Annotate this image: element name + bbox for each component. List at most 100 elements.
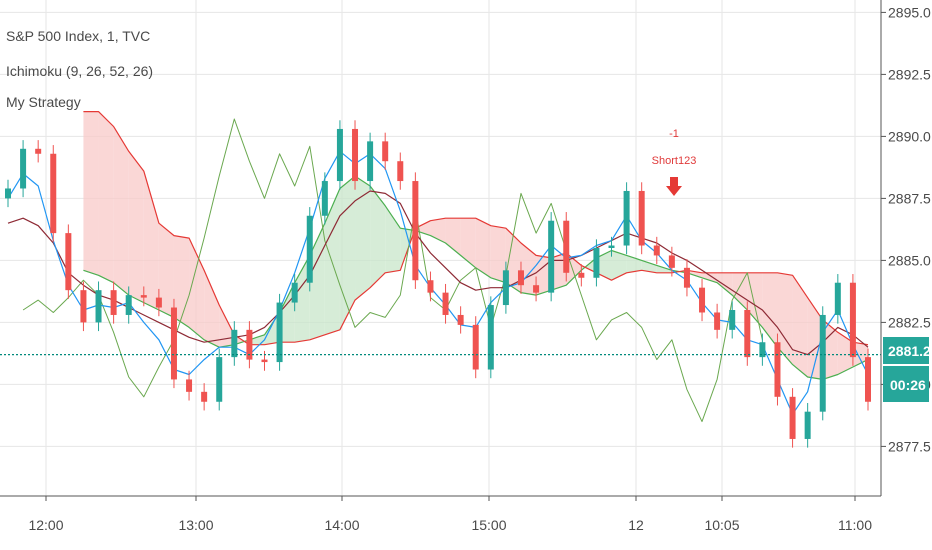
candle-body bbox=[20, 148, 27, 189]
candle-body bbox=[367, 141, 374, 182]
candle-body bbox=[774, 342, 781, 397]
cloud-segment bbox=[717, 272, 733, 296]
candle-body bbox=[849, 282, 856, 358]
cloud-segment bbox=[807, 297, 823, 380]
candle-body bbox=[276, 302, 283, 363]
y-tick-label: 2895.0 bbox=[888, 4, 931, 20]
candle-body bbox=[729, 310, 736, 330]
candle-body bbox=[623, 190, 630, 246]
candle-body bbox=[804, 411, 811, 439]
cloud-segment bbox=[505, 228, 521, 293]
cloud-segment bbox=[279, 282, 295, 343]
candle-body bbox=[819, 314, 826, 412]
x-axis-labels: 12:00 13:00 14:00 15:00 12 10:05 11:00 bbox=[28, 496, 872, 533]
candle-body bbox=[5, 188, 11, 199]
cloud-segment bbox=[777, 272, 793, 365]
candle-body bbox=[321, 181, 328, 216]
x-tick-label: 12:00 bbox=[28, 517, 63, 533]
x-tick-label: 12 bbox=[628, 517, 644, 533]
candle-body bbox=[533, 285, 540, 293]
candle-body bbox=[578, 272, 585, 278]
candles bbox=[5, 120, 871, 448]
cloud-segment bbox=[98, 111, 114, 283]
price-tags: 2881.2 00:26 bbox=[883, 337, 931, 402]
candle-body bbox=[487, 305, 494, 370]
symbol-line: S&P 500 Index, 1, TVC bbox=[6, 28, 150, 44]
cloud-segment bbox=[520, 243, 537, 296]
cloud-segment bbox=[596, 250, 612, 281]
candle-body bbox=[789, 396, 796, 439]
candle-body bbox=[80, 290, 87, 323]
cloud-segment bbox=[475, 218, 491, 278]
cloud-segment bbox=[551, 252, 567, 291]
cloud-segment bbox=[686, 270, 703, 278]
axes bbox=[0, 0, 882, 497]
candle-body bbox=[186, 379, 193, 392]
y-tick-label: 2882.5 bbox=[888, 314, 931, 330]
candle-body bbox=[683, 267, 690, 288]
candle-body bbox=[427, 280, 434, 293]
grid-layer bbox=[0, 0, 881, 496]
candle-body bbox=[306, 215, 313, 283]
candle-body bbox=[65, 233, 72, 291]
candle-body bbox=[472, 324, 479, 370]
candle-body bbox=[231, 329, 238, 358]
candle-body bbox=[457, 314, 464, 325]
countdown-tag: 00:26 bbox=[890, 377, 926, 393]
cloud-segment bbox=[611, 250, 627, 281]
candle-body bbox=[759, 342, 766, 358]
candle-body bbox=[834, 282, 841, 315]
signal-label: Short123 bbox=[652, 155, 697, 167]
candle-body bbox=[548, 220, 555, 293]
signal-arrow-icon bbox=[666, 177, 682, 196]
candle-body bbox=[517, 270, 524, 286]
candle-body bbox=[140, 295, 147, 298]
x-tick-label: 15:00 bbox=[471, 517, 506, 533]
x-tick-label: 11:00 bbox=[838, 517, 872, 533]
candle-body bbox=[382, 141, 389, 162]
candle-body bbox=[668, 255, 675, 268]
cloud-segment bbox=[837, 332, 853, 375]
cloud-segment bbox=[626, 255, 642, 273]
cloud-segment bbox=[370, 186, 386, 288]
signal-qty: -1 bbox=[669, 128, 679, 140]
countdown-tag-bg bbox=[883, 366, 929, 402]
cloud-segment bbox=[641, 260, 657, 273]
candle-body bbox=[563, 220, 570, 273]
candle-body bbox=[352, 128, 359, 182]
candle-body bbox=[608, 245, 615, 248]
legend: S&P 500 Index, 1, TVC Ichimoku (9, 26, 5… bbox=[6, 28, 153, 110]
cloud-segment bbox=[143, 171, 159, 310]
candle-body bbox=[502, 270, 509, 306]
y-tick-label: 2890.0 bbox=[888, 128, 931, 144]
lagging-span-line bbox=[22, 118, 763, 423]
candle-body bbox=[155, 297, 162, 308]
cloud-segment bbox=[264, 312, 280, 345]
cloud-segment bbox=[219, 305, 235, 348]
candle-body bbox=[50, 153, 57, 234]
base-line bbox=[7, 190, 869, 356]
cloud-segment bbox=[158, 223, 174, 318]
cloud-segment bbox=[113, 126, 129, 296]
candle-body bbox=[638, 190, 645, 246]
price-tag-bg bbox=[883, 337, 929, 364]
candle-body bbox=[216, 357, 223, 402]
y-tick-label: 2885.0 bbox=[888, 252, 931, 268]
cloud-segment bbox=[536, 255, 552, 296]
ichimoku-cloud bbox=[83, 111, 868, 380]
cloud-segment bbox=[339, 176, 356, 330]
cloud-segment bbox=[204, 270, 220, 348]
candle-body bbox=[125, 295, 132, 315]
candle-body bbox=[653, 245, 660, 256]
candle-body bbox=[170, 307, 177, 380]
span-b-line bbox=[83, 111, 869, 346]
cloud-segment bbox=[792, 275, 808, 377]
candle-body bbox=[699, 287, 706, 313]
indicator-line: Ichimoku (9, 26, 52, 26) bbox=[6, 63, 153, 79]
candle-body bbox=[442, 292, 449, 315]
conversion-line bbox=[7, 150, 869, 415]
candle-body bbox=[593, 248, 600, 278]
candle-body bbox=[336, 128, 343, 182]
